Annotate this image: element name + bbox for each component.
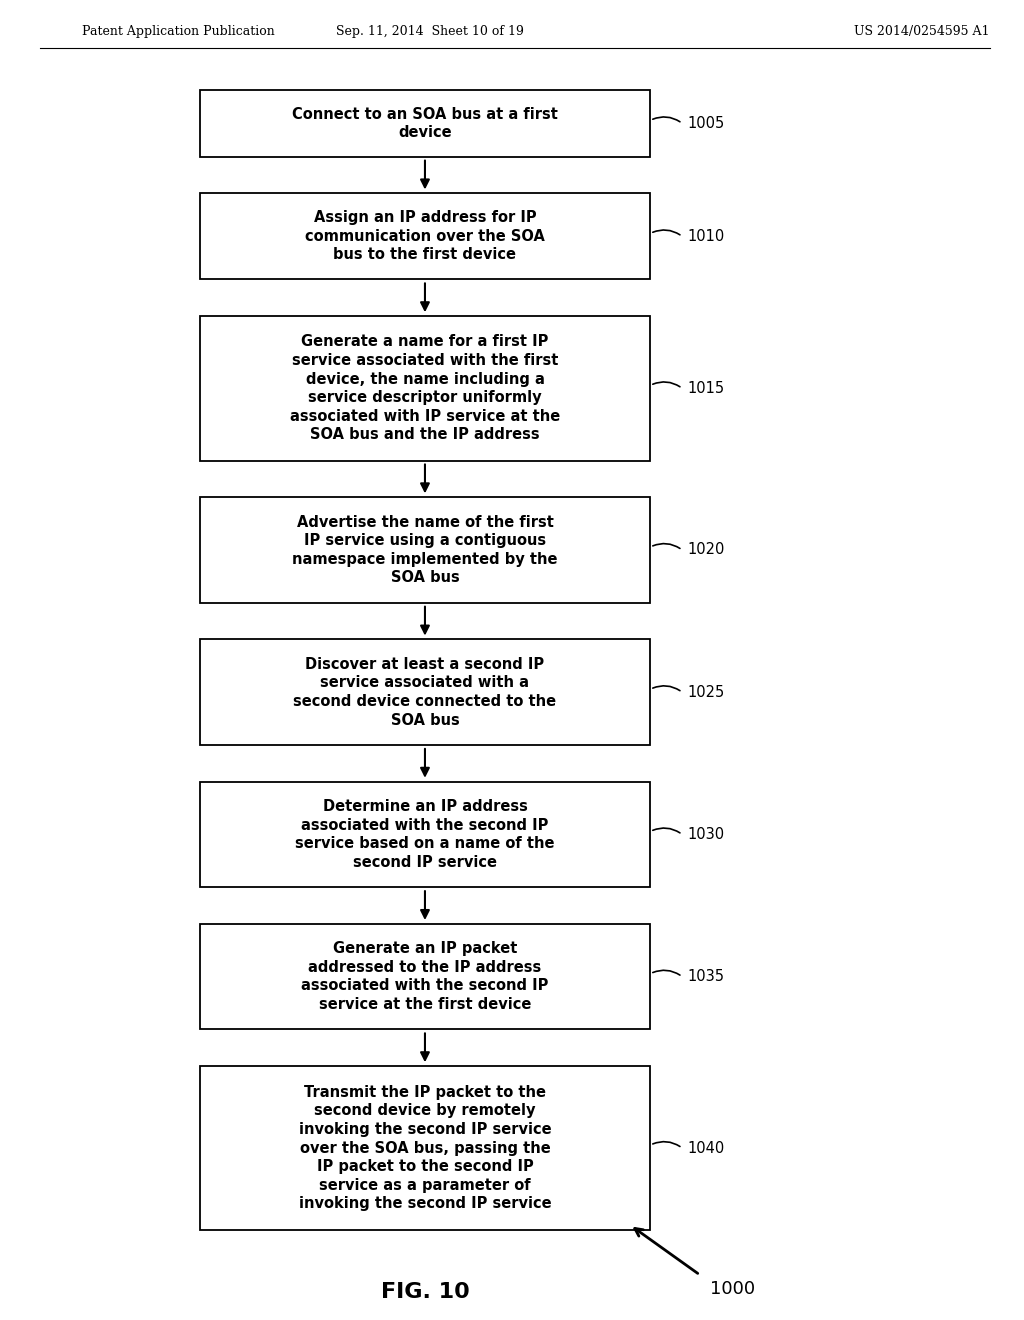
- Bar: [200, 924, 650, 1030]
- Bar: [200, 1067, 650, 1230]
- Text: 1020: 1020: [687, 543, 725, 557]
- Bar: [200, 498, 650, 603]
- Text: Discover at least a second IP
service associated with a
second device connected : Discover at least a second IP service as…: [294, 657, 556, 727]
- Text: Advertise the name of the first
IP service using a contiguous
namespace implemen: Advertise the name of the first IP servi…: [292, 515, 558, 585]
- Text: Sep. 11, 2014  Sheet 10 of 19: Sep. 11, 2014 Sheet 10 of 19: [336, 25, 524, 38]
- Text: Transmit the IP packet to the
second device by remotely
invoking the second IP s: Transmit the IP packet to the second dev…: [299, 1085, 551, 1212]
- Text: 1040: 1040: [687, 1140, 725, 1155]
- Bar: [200, 315, 650, 461]
- Text: Assign an IP address for IP
communication over the SOA
bus to the first device: Assign an IP address for IP communicatio…: [305, 210, 545, 263]
- Text: 1030: 1030: [687, 826, 724, 842]
- Bar: [200, 781, 650, 887]
- Text: Generate a name for a first IP
service associated with the first
device, the nam: Generate a name for a first IP service a…: [290, 334, 560, 442]
- Text: 1000: 1000: [710, 1280, 755, 1298]
- Text: FIG. 10: FIG. 10: [381, 1282, 469, 1302]
- Text: Determine an IP address
associated with the second IP
service based on a name of: Determine an IP address associated with …: [295, 799, 555, 870]
- Text: 1025: 1025: [687, 685, 725, 700]
- Text: 1010: 1010: [687, 228, 725, 244]
- Bar: [200, 90, 650, 157]
- Text: Connect to an SOA bus at a first
device: Connect to an SOA bus at a first device: [292, 107, 558, 140]
- Text: Generate an IP packet
addressed to the IP address
associated with the second IP
: Generate an IP packet addressed to the I…: [301, 941, 549, 1012]
- Text: US 2014/0254595 A1: US 2014/0254595 A1: [854, 25, 990, 38]
- Bar: [200, 193, 650, 280]
- Text: Patent Application Publication: Patent Application Publication: [82, 25, 274, 38]
- Text: 1015: 1015: [687, 381, 724, 396]
- Text: 1035: 1035: [687, 969, 724, 985]
- Text: 1005: 1005: [687, 116, 725, 131]
- Bar: [200, 639, 650, 744]
